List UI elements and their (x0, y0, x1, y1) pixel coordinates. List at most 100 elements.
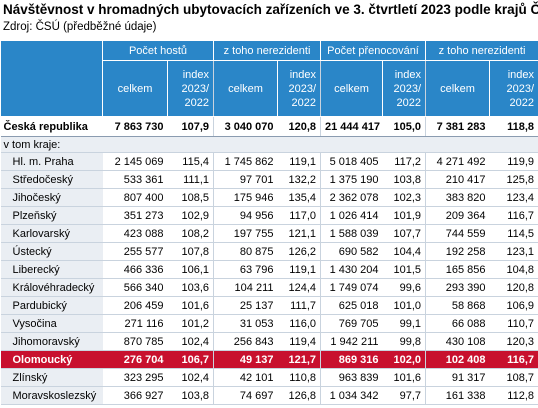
cell: 132,2 (277, 170, 321, 189)
subheader: celkem (102, 60, 168, 117)
cell: 1 375 190 (320, 170, 383, 189)
cell: 1 026 414 (320, 206, 383, 225)
cell: 121,7 (277, 350, 321, 369)
cell: 4 271 492 (425, 152, 490, 171)
cell: 135,4 (277, 188, 321, 207)
cell: 744 559 (425, 224, 490, 243)
row-label: Ústecký (0, 242, 103, 261)
cell: 94 956 (213, 206, 278, 225)
cell: 256 843 (213, 332, 278, 351)
table-row: Zlínský 323 295 102,4 42 101 110,8 963 839 101… (0, 368, 538, 387)
cell: 107,7 (382, 224, 427, 243)
cell: 102,4 (167, 368, 214, 387)
table-row: Plzeňský 351 273 102,9 94 956 117,0 1 026 414… (0, 206, 538, 225)
subheader: index 2023/ 2022 (381, 60, 427, 117)
cell: 119,4 (277, 332, 321, 351)
cell: 102 408 (425, 350, 490, 369)
cell: 102,4 (167, 332, 214, 351)
row-label: Moravskoslezský (0, 386, 103, 405)
cell: 21 444 417 (320, 116, 383, 137)
cell: 1 034 342 (320, 386, 383, 405)
cell: 102,0 (382, 350, 427, 369)
cell: 2 362 078 (320, 188, 383, 207)
row-label: Liberecký (0, 260, 103, 279)
row-label: Česká republika (0, 116, 103, 137)
cell: 271 116 (102, 314, 168, 333)
cell: 25 137 (213, 296, 278, 315)
group-header: Počet přenocování (319, 40, 427, 61)
cell: 107,8 (167, 242, 214, 261)
cell: 430 108 (425, 332, 490, 351)
group-header: z toho nerezidenti (213, 40, 321, 61)
cell: 110,8 (277, 368, 321, 387)
row-label: Vysočina (0, 314, 103, 333)
cell: 210 417 (425, 170, 490, 189)
cell: 97,7 (382, 386, 427, 405)
table-row: Středočeský 533 361 111,1 97 701 132,2 1 375 … (0, 170, 538, 189)
cell: 197 755 (213, 224, 278, 243)
cell: 1 942 211 (320, 332, 383, 351)
cell: 383 820 (425, 188, 490, 207)
cell: 115,4 (167, 152, 214, 171)
source: Zdroj: ČSÚ (předběžné údaje) (3, 21, 157, 33)
cell: 7 863 730 (102, 116, 168, 137)
cell: 7 381 283 (425, 116, 490, 137)
subheader: index 2023/ 2022 (167, 60, 214, 117)
cell: 101,2 (167, 314, 214, 333)
cell: 116,0 (277, 314, 321, 333)
row-label: Jihomoravský (0, 332, 103, 351)
header-corner (0, 40, 103, 117)
cell: 42 101 (213, 368, 278, 387)
cell: 690 582 (320, 242, 383, 261)
table: Počet hostů z toho nerezidenti Počet přeno… (0, 40, 538, 405)
cell: 119,1 (277, 260, 321, 279)
cell: 126,8 (277, 386, 321, 405)
cell: 58 868 (425, 296, 490, 315)
cell: 111,1 (167, 170, 214, 189)
cell: 107,9 (167, 116, 214, 137)
cell: 63 796 (213, 260, 278, 279)
cell: 125,8 (489, 170, 538, 189)
cell: 74 697 (213, 386, 278, 405)
cell: 123,1 (489, 242, 538, 261)
cell: 120,8 (277, 116, 321, 137)
cell: 769 705 (320, 314, 383, 333)
table-row: Česká republika 7 863 730 107,9 3 040 070 12… (0, 116, 538, 137)
cell: 103,6 (167, 278, 214, 297)
cell: 106,9 (489, 296, 538, 315)
cell: 91 317 (425, 368, 490, 387)
cell: 209 364 (425, 206, 490, 225)
cell: 255 577 (102, 242, 168, 261)
table-row: Liberecký 466 336 106,1 63 796 119,1 1 430 20… (0, 260, 538, 279)
cell: 31 053 (213, 314, 278, 333)
table-row: v tom kraje: (0, 136, 538, 153)
cell: 112,8 (489, 386, 538, 405)
cell: 108,5 (167, 188, 214, 207)
cell: 165 856 (425, 260, 490, 279)
row-label: Karlovarský (0, 224, 103, 243)
cell: 2 145 069 (102, 152, 168, 171)
cell: 466 336 (102, 260, 168, 279)
cell: 103,8 (167, 386, 214, 405)
cell: 101,5 (382, 260, 427, 279)
row-label: Zlínský (0, 368, 103, 387)
cell: 5 018 405 (320, 152, 383, 171)
table-row: Vysočina 271 116 101,2 31 053 116,0 769 705 99… (0, 314, 538, 333)
title: Návštěvnost v hromadných ubytovacích zař… (3, 2, 538, 17)
cell: 104 211 (213, 278, 278, 297)
table-row: Hl. m. Praha 2 145 069 115,4 1 745 862 119,1… (0, 152, 538, 171)
row-label: Středočeský (0, 170, 103, 189)
cell: 119,1 (277, 152, 321, 171)
cell: 103,8 (382, 170, 427, 189)
subheader: celkem (320, 60, 383, 117)
cell: 276 704 (102, 350, 168, 369)
cell: 1 430 204 (320, 260, 383, 279)
cell: 625 018 (320, 296, 383, 315)
cell: 116,7 (489, 206, 538, 225)
cell: 566 340 (102, 278, 168, 297)
cell: 963 839 (320, 368, 383, 387)
cell: 99,1 (382, 314, 427, 333)
cell: 80 875 (213, 242, 278, 261)
subheader-row: celkem index 2023/ 2022 celkem index 2023/ … (1, 60, 538, 117)
table-row: Královéhradecký 566 340 103,6 104 211 124,4 1… (0, 278, 538, 297)
